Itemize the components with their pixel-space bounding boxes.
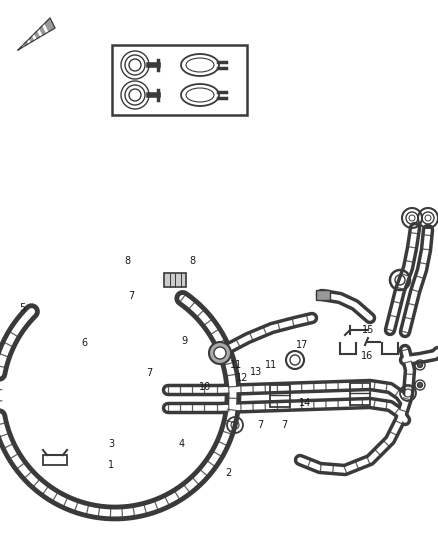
Circle shape [417, 362, 423, 367]
Text: 7: 7 [128, 291, 134, 301]
Bar [164, 273, 186, 287]
Text: 2: 2 [226, 469, 232, 478]
Bar [316, 290, 330, 300]
Text: 12: 12 [236, 374, 248, 383]
Bar [112, 45, 247, 115]
Text: 9: 9 [181, 336, 187, 346]
Circle shape [417, 383, 423, 387]
Text: 17: 17 [296, 341, 308, 350]
Polygon shape [18, 18, 55, 50]
Bar [350, 383, 370, 405]
Text: 16: 16 [361, 351, 373, 361]
Text: 7: 7 [282, 421, 288, 430]
Text: 11: 11 [230, 360, 243, 370]
Text: 14: 14 [299, 398, 311, 408]
Text: 4: 4 [178, 439, 184, 449]
Bar [270, 385, 290, 407]
Text: 3: 3 [108, 439, 114, 449]
Text: 7: 7 [146, 368, 152, 378]
Text: 11: 11 [265, 360, 278, 370]
Text: 6: 6 [81, 338, 87, 348]
Text: 10: 10 [199, 382, 211, 392]
Text: 13: 13 [250, 367, 262, 377]
Text: 8: 8 [124, 256, 130, 266]
Text: 1: 1 [108, 460, 114, 470]
Text: 5: 5 [19, 303, 25, 313]
Text: 15: 15 [362, 326, 374, 335]
Circle shape [214, 347, 226, 359]
Text: 8: 8 [190, 256, 196, 266]
Circle shape [209, 342, 231, 364]
Text: 7: 7 [258, 421, 264, 430]
Bar [43, 455, 67, 465]
